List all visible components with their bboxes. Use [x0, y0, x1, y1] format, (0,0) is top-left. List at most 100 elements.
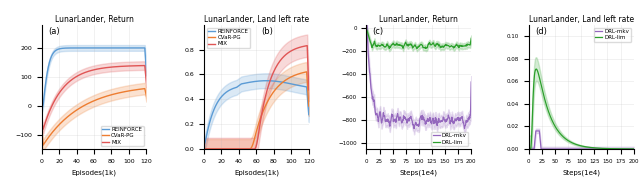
REINFORCE — [137, 47, 145, 49]
CVaR-PG — [42, 139, 50, 142]
REINFORCE — [262, 80, 270, 82]
DRL-lim — [589, 147, 597, 149]
MIX — [45, 113, 52, 115]
Line: DRL-mkv: DRL-mkv — [367, 22, 471, 129]
DRL-mkv — [363, 22, 371, 24]
Text: (c): (c) — [372, 27, 384, 36]
Line: DRL-lim: DRL-lim — [367, 29, 471, 49]
REINFORCE — [228, 88, 236, 90]
CVaR-PG — [220, 148, 227, 150]
CVaR-PG — [39, 144, 47, 146]
DRL-mkv — [427, 121, 435, 124]
Line: CVaR-PG: CVaR-PG — [204, 72, 308, 149]
CVaR-PG — [204, 148, 212, 150]
Title: LunarLander, Land left rate: LunarLander, Land left rate — [529, 15, 634, 24]
CVaR-PG — [66, 114, 74, 116]
DRL-mkv — [426, 119, 433, 122]
Title: LunarLander, Return: LunarLander, Return — [54, 15, 133, 24]
DRL-mkv — [363, 21, 371, 23]
REINFORCE — [134, 47, 141, 49]
DRL-mkv — [410, 128, 418, 130]
Text: (d): (d) — [535, 27, 547, 36]
REINFORCE — [38, 108, 45, 110]
DRL-lim — [588, 146, 595, 149]
MIX — [143, 82, 150, 84]
REINFORCE — [220, 93, 227, 96]
Line: DRL-mkv: DRL-mkv — [529, 131, 634, 149]
CVaR-PG — [200, 148, 208, 150]
DRL-lim — [363, 29, 371, 31]
CVaR-PG — [38, 128, 45, 130]
Legend: REINFORCE, CVaR-PG, MIX: REINFORCE, CVaR-PG, MIX — [100, 126, 143, 146]
Line: REINFORCE: REINFORCE — [204, 81, 308, 146]
DRL-mkv — [588, 148, 595, 150]
REINFORCE — [305, 113, 312, 116]
Text: (b): (b) — [262, 27, 273, 36]
DRL-mkv — [614, 148, 621, 150]
Text: (a): (a) — [48, 27, 60, 36]
MIX — [134, 65, 142, 67]
CVaR-PG — [138, 88, 145, 90]
X-axis label: Episodes(1k): Episodes(1k) — [72, 169, 116, 176]
Legend: REINFORCE, CVaR-PG, MIX: REINFORCE, CVaR-PG, MIX — [207, 28, 250, 48]
DRL-mkv — [451, 118, 459, 120]
REINFORCE — [296, 85, 304, 87]
DRL-lim — [427, 44, 435, 46]
DRL-lim — [614, 148, 621, 150]
Title: LunarLander, Return: LunarLander, Return — [380, 15, 458, 24]
Line: CVaR-PG: CVaR-PG — [42, 89, 147, 145]
Legend: DRL-mkv, DRL-lim: DRL-mkv, DRL-lim — [594, 28, 631, 42]
Line: MIX: MIX — [42, 66, 147, 129]
MIX — [141, 64, 148, 67]
REINFORCE — [42, 81, 50, 83]
DRL-mkv — [588, 148, 595, 150]
CVaR-PG — [143, 95, 150, 97]
CVaR-PG — [207, 148, 214, 150]
DRL-mkv — [589, 148, 597, 150]
DRL-mkv — [458, 117, 465, 119]
DRL-lim — [425, 43, 433, 45]
DRL-lim — [467, 37, 475, 40]
REINFORCE — [44, 68, 52, 70]
Line: DRL-lim: DRL-lim — [529, 69, 634, 149]
X-axis label: Steps(1e4): Steps(1e4) — [400, 169, 438, 176]
DRL-lim — [532, 68, 540, 70]
MIX — [138, 65, 145, 67]
Title: LunarLander, Land left rate: LunarLander, Land left rate — [204, 15, 309, 24]
DRL-lim — [413, 47, 420, 50]
DRL-lim — [363, 28, 371, 31]
DRL-lim — [525, 148, 532, 150]
REINFORCE — [57, 47, 65, 50]
DRL-mkv — [525, 148, 532, 150]
DRL-mkv — [425, 119, 433, 121]
DRL-mkv — [620, 148, 628, 150]
Line: REINFORCE: REINFORCE — [42, 48, 147, 109]
DRL-lim — [620, 148, 628, 150]
MIX — [296, 46, 303, 49]
CVaR-PG — [303, 71, 310, 73]
MIX — [305, 89, 312, 91]
MIX — [228, 148, 236, 150]
CVaR-PG — [134, 88, 142, 91]
CVaR-PG — [296, 72, 303, 75]
DRL-lim — [630, 148, 637, 150]
DRL-lim — [426, 42, 433, 45]
MIX — [207, 148, 214, 150]
DRL-lim — [525, 148, 533, 150]
Legend: DRL-mkv, DRL-lim: DRL-mkv, DRL-lim — [431, 132, 468, 146]
X-axis label: Episodes(1k): Episodes(1k) — [234, 169, 279, 176]
DRL-mkv — [630, 148, 637, 150]
CVaR-PG — [300, 71, 307, 74]
REINFORCE — [200, 144, 208, 147]
DRL-mkv — [525, 148, 533, 150]
CVaR-PG — [305, 105, 312, 107]
MIX — [220, 148, 227, 150]
CVaR-PG — [228, 148, 236, 150]
DRL-lim — [458, 44, 465, 47]
REINFORCE — [204, 127, 212, 129]
REINFORCE — [66, 47, 74, 49]
MIX — [38, 119, 45, 122]
DRL-mkv — [467, 81, 475, 83]
REINFORCE — [141, 47, 148, 49]
CVaR-PG — [58, 121, 65, 123]
